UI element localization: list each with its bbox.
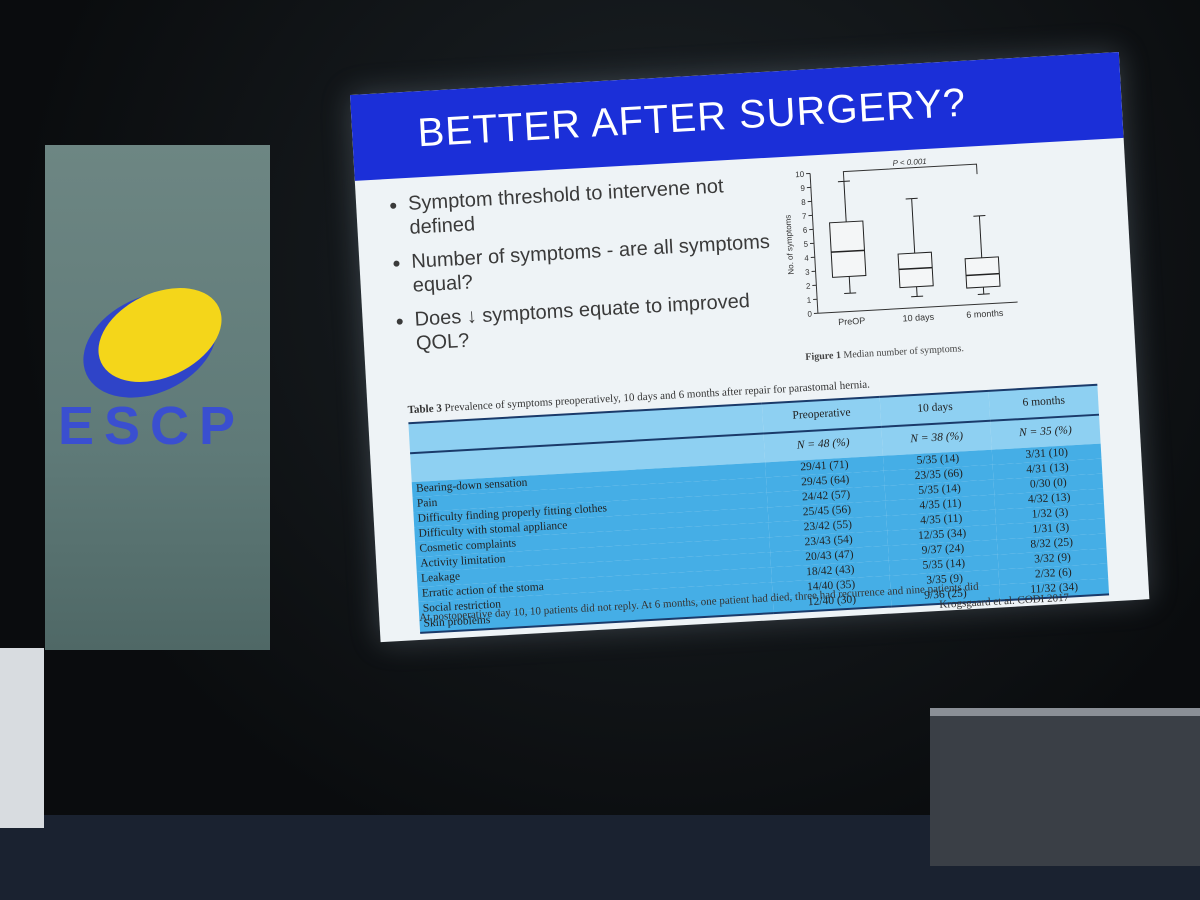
- x-axis: [817, 301, 1018, 314]
- y-tick-label: 9: [800, 184, 805, 193]
- side-screen: [45, 145, 270, 650]
- bullet: Number of symptoms - are all symptoms eq…: [411, 229, 783, 298]
- whisker-cap: [977, 293, 990, 295]
- median: [831, 249, 865, 253]
- logo-sun: [98, 288, 222, 382]
- x-tick-label: 6 months: [966, 308, 1004, 320]
- whisker-cap: [905, 197, 918, 200]
- podium: [0, 648, 44, 828]
- y-tick-label: 7: [802, 212, 807, 221]
- figure-label: Figure 1: [805, 350, 842, 363]
- significance-bracket: [842, 163, 978, 182]
- y-tick-label: 6: [803, 226, 808, 235]
- box: [897, 251, 934, 289]
- box: [964, 256, 1001, 289]
- logo-text: ESCP: [58, 396, 246, 456]
- median: [898, 266, 933, 271]
- box: [829, 220, 867, 278]
- whisker-cap: [973, 215, 986, 217]
- y-tick-label: 10: [795, 170, 805, 180]
- panel-desk: [930, 708, 1200, 866]
- y-tick-label: 4: [804, 254, 809, 263]
- logo-graphic: [83, 288, 222, 398]
- y-tick-label: 0: [807, 310, 812, 319]
- box-plot: 0 1 2 3 4 5 6 7 8 9 10 No. of symptoms PreOP 10 days 6…: [783, 157, 1018, 327]
- x-tick-label: 10 days: [902, 312, 935, 324]
- y-axis-label: No. of symptoms: [783, 214, 795, 274]
- y-tick-label: 8: [801, 198, 806, 207]
- bullet-list: Symptom threshold to intervene not defin…: [386, 171, 787, 367]
- slide-title: BETTER AFTER SURGERY?: [416, 80, 968, 156]
- slide: BETTER AFTER SURGERY? Symptom threshold …: [350, 52, 1150, 643]
- y-tick-label: 2: [806, 282, 811, 291]
- whisker-cap: [911, 295, 924, 298]
- bullet: Does ↓ symptoms equate to improved QOL?: [414, 287, 786, 356]
- bullet: Symptom threshold to intervene not defin…: [408, 171, 780, 240]
- median: [965, 272, 1000, 277]
- y-tick-label: 1: [806, 296, 811, 305]
- x-tick-label: PreOP: [838, 316, 866, 327]
- p-value: P < 0.001: [892, 157, 927, 168]
- table-label: Table 3: [407, 402, 443, 417]
- y-tick-label: 3: [805, 268, 810, 277]
- y-tick-label: 5: [803, 240, 808, 249]
- whisker-cap: [844, 292, 857, 295]
